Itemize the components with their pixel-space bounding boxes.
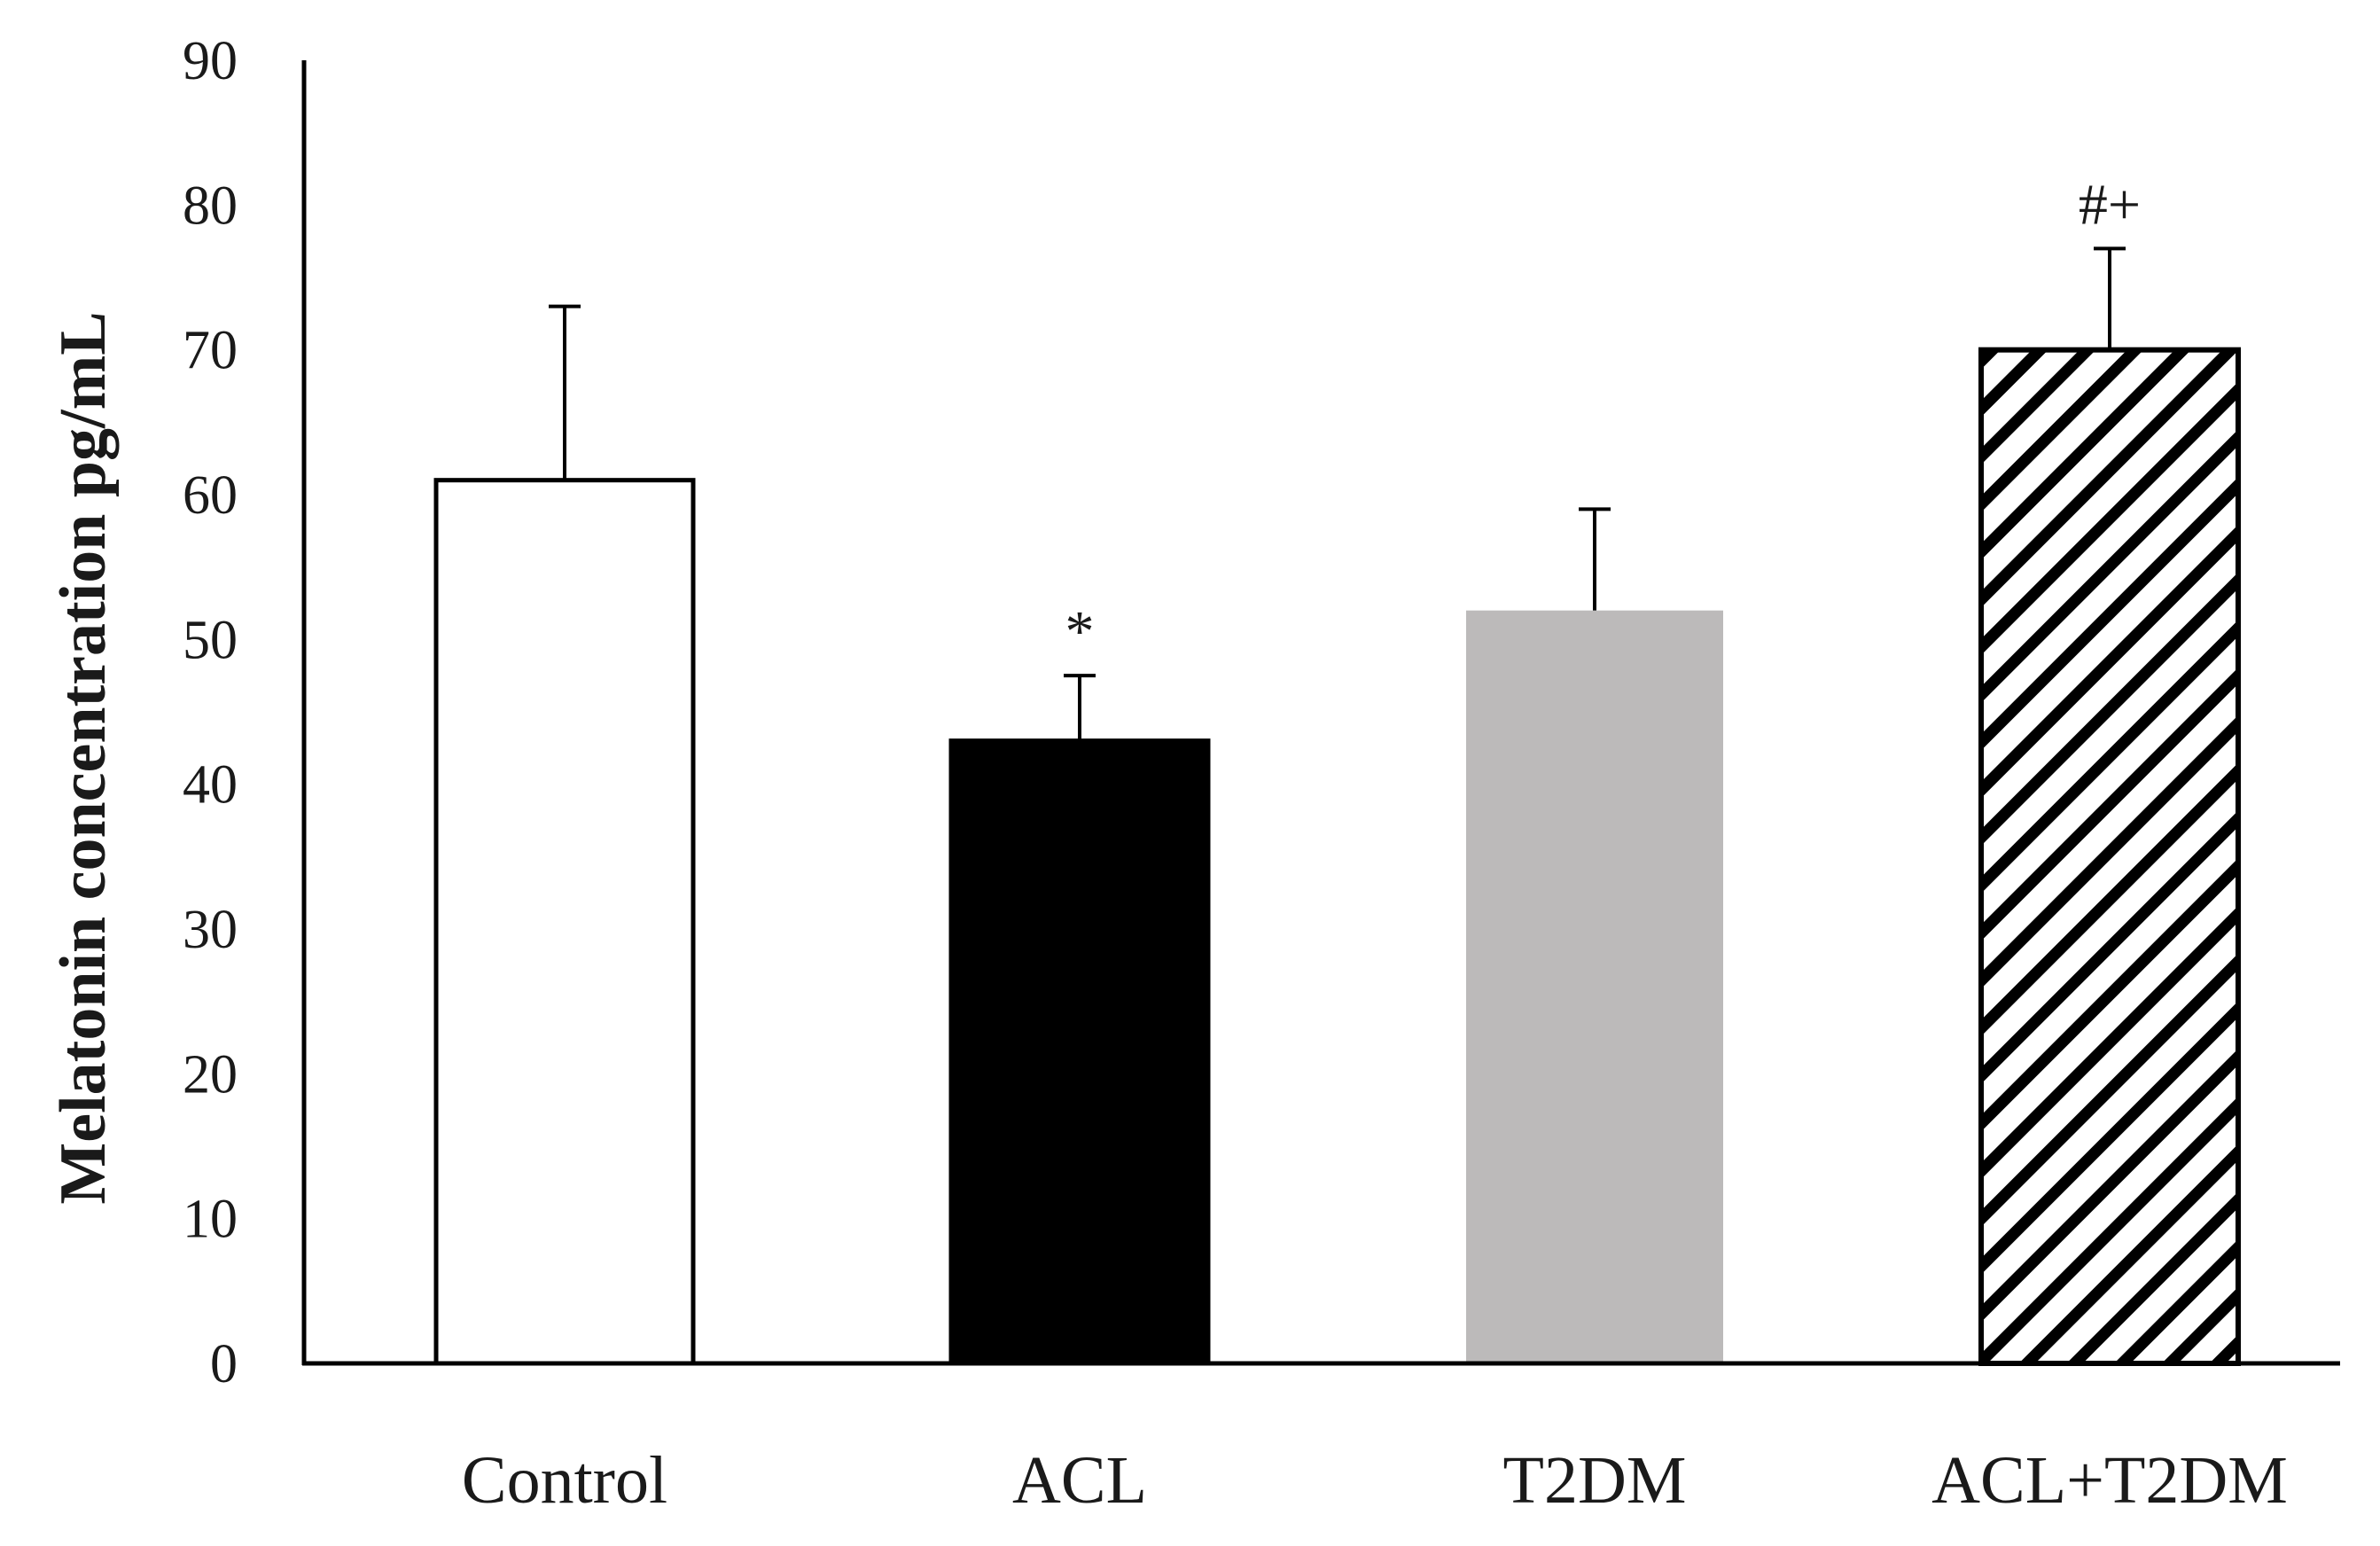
error-bar-acl-t2dm [2094, 246, 2126, 350]
bar-acl [948, 738, 1211, 1366]
y-tick-label: 60 [183, 465, 238, 526]
y-axis-ticks: 0 10 20 30 40 50 60 70 80 90 [183, 31, 238, 1394]
y-tick-label: 70 [183, 321, 238, 381]
category-label-control: Control [462, 1443, 667, 1518]
error-bar-acl [1064, 674, 1096, 741]
y-axis-title: Melatonin concentration pg/mL [47, 311, 120, 1204]
category-label-t2dm: T2DM [1503, 1443, 1687, 1518]
error-bars-group [549, 246, 2126, 741]
error-bar-control [549, 304, 581, 480]
category-labels-group: Control ACL T2DM ACL+T2DM [462, 1443, 2288, 1518]
significance-label-acl-t2dm: #+ [2079, 172, 2141, 237]
y-tick-label: 10 [183, 1190, 238, 1250]
category-label-acl-t2dm: ACL+T2DM [1931, 1443, 2288, 1518]
y-tick-label: 0 [210, 1334, 238, 1394]
y-tick-label: 20 [183, 1044, 238, 1105]
y-tick-label: 40 [183, 755, 238, 816]
bar-control [433, 478, 696, 1366]
y-tick-label: 90 [183, 31, 238, 91]
y-tick-label: 30 [183, 900, 238, 960]
y-tick-label: 50 [183, 610, 238, 670]
y-tick-label: 80 [183, 176, 238, 236]
significance-label-acl: * [1065, 599, 1095, 664]
bar-acl-t2dm [1978, 347, 2241, 1367]
category-label-acl: ACL [1012, 1443, 1147, 1518]
error-bar-t2dm [1579, 507, 1611, 611]
bar-t2dm [1466, 610, 1723, 1363]
bars-group [433, 347, 2241, 1367]
annotations-group: * #+ [1065, 172, 2142, 664]
